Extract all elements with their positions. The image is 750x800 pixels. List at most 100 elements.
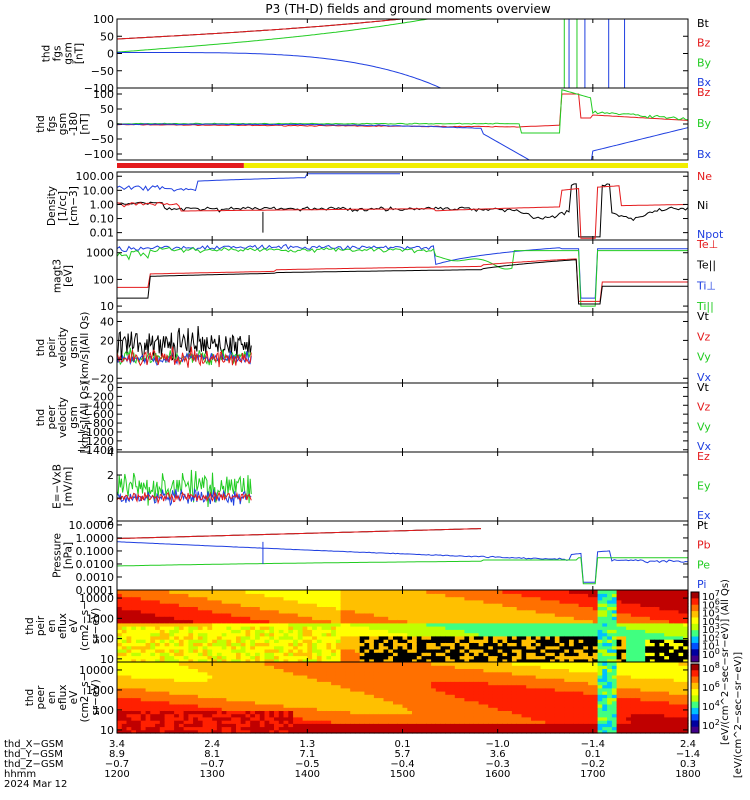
- heatmap-cell: [212, 716, 218, 721]
- heatmap-cell: [450, 681, 456, 686]
- heatmap-cell: [236, 707, 242, 711]
- heatmap-cell: [383, 606, 389, 611]
- heatmap-cell: [188, 704, 194, 708]
- heatmap-cell: [516, 713, 523, 718]
- heatmap-cell: [117, 726, 123, 731]
- heatmap-cell: [464, 707, 470, 711]
- heatmap-cell: [169, 639, 175, 643]
- heatmap-cell: [302, 645, 308, 650]
- heatmap-cell: [421, 648, 427, 653]
- heatmap-cell: [293, 723, 299, 728]
- heatmap-cell: [683, 652, 689, 657]
- heatmap-cell: [121, 665, 128, 669]
- heatmap-cell: [412, 599, 418, 604]
- heatmap-cell: [335, 645, 342, 650]
- heatmap-cell: [578, 599, 584, 604]
- heatmap-cell: [554, 632, 561, 637]
- ylabel: E=−VxB [mV/m]: [52, 464, 75, 509]
- heatmap-cell: [421, 678, 427, 682]
- heatmap-cell: [450, 678, 456, 682]
- heatmap-cell: [250, 713, 256, 718]
- heatmap-cell: [626, 590, 632, 594]
- heatmap-cell: [240, 716, 247, 721]
- heatmap-cell: [431, 626, 437, 630]
- heatmap-cell: [231, 707, 237, 711]
- heatmap-cell: [583, 652, 589, 657]
- heatmap-cell: [483, 697, 489, 702]
- heatmap-cell: [174, 645, 180, 650]
- heatmap-cell: [212, 707, 218, 711]
- heatmap-cell: [431, 609, 437, 614]
- heatmap-cell: [393, 619, 399, 624]
- heatmap-cell: [426, 609, 432, 614]
- heatmap-cell: [164, 671, 170, 676]
- heatmap-cell: [178, 603, 185, 607]
- heatmap-cell: [521, 603, 527, 607]
- heatmap-cell: [264, 697, 270, 702]
- heatmap-cell: [569, 632, 575, 637]
- heatmap-cell: [126, 629, 132, 634]
- heatmap-cell: [531, 687, 537, 692]
- heatmap-cell: [226, 632, 232, 637]
- heatmap-cell: [159, 723, 166, 728]
- heatmap-cell: [597, 619, 603, 624]
- heatmap-cell: [397, 662, 404, 666]
- heatmap-cell: [216, 678, 223, 682]
- heatmap-cell: [402, 616, 408, 621]
- heatmap-cell: [602, 606, 608, 611]
- heatmap-cell: [350, 603, 356, 607]
- heatmap-cell: [150, 668, 156, 673]
- heatmap-cell: [383, 632, 389, 637]
- ylabel-line: en: [46, 619, 58, 632]
- heatmap-cell: [193, 639, 199, 643]
- heatmap-cell: [378, 632, 385, 637]
- heatmap-cell: [283, 662, 289, 666]
- heatmap-cell: [207, 681, 213, 686]
- heatmap-cell: [193, 635, 199, 640]
- heatmap-cell: [274, 593, 280, 598]
- ylabel-line: [mV/m]: [63, 467, 75, 506]
- heatmap-cell: [402, 639, 408, 643]
- heatmap-cell: [197, 648, 204, 653]
- heatmap-cell: [245, 606, 251, 611]
- heatmap-cell: [307, 668, 313, 673]
- heatmap-cell: [621, 603, 627, 607]
- heatmap-cell: [136, 697, 142, 702]
- heatmap-cell: [469, 671, 475, 676]
- heatmap-cell: [540, 713, 546, 718]
- heatmap-cell: [250, 700, 256, 705]
- ylabel-line: thd: [24, 617, 36, 634]
- heatmap-cell: [117, 713, 123, 718]
- heatmap-cell: [307, 603, 313, 607]
- heatmap-cell: [683, 603, 689, 607]
- heatmap-cell: [202, 707, 208, 711]
- heatmap-cell: [117, 720, 123, 724]
- heatmap-cell: [673, 612, 680, 617]
- heatmap-cell: [683, 658, 689, 663]
- heatmap-cell: [293, 691, 299, 695]
- heatmap-cell: [155, 626, 161, 630]
- heatmap-cell: [488, 716, 494, 721]
- heatmap-cell: [378, 619, 385, 624]
- heatmap-cell: [274, 687, 280, 692]
- heatmap-cell: [492, 704, 499, 708]
- heatmap-cell: [459, 662, 465, 666]
- heatmap-cell: [383, 603, 389, 607]
- heatmap-cell: [121, 716, 128, 721]
- heatmap-cell: [255, 662, 261, 666]
- heatmap-cell: [312, 596, 318, 601]
- heatmap-cell: [216, 710, 223, 715]
- heatmap-cell: [188, 707, 194, 711]
- heatmap-cell: [240, 674, 247, 679]
- heatmap-cell: [678, 658, 684, 663]
- heatmap-cell: [297, 726, 304, 731]
- heatmap-cell: [450, 590, 456, 594]
- heatmap-cell: [616, 596, 622, 601]
- heatmap-cell: [502, 700, 508, 705]
- heatmap-cell: [212, 671, 218, 676]
- heatmap-cell: [335, 674, 342, 679]
- heatmap-cell: [635, 599, 642, 604]
- heatmap-cell: [283, 668, 289, 673]
- heatmap-cell: [302, 726, 308, 731]
- heatmap-cell: [364, 681, 370, 686]
